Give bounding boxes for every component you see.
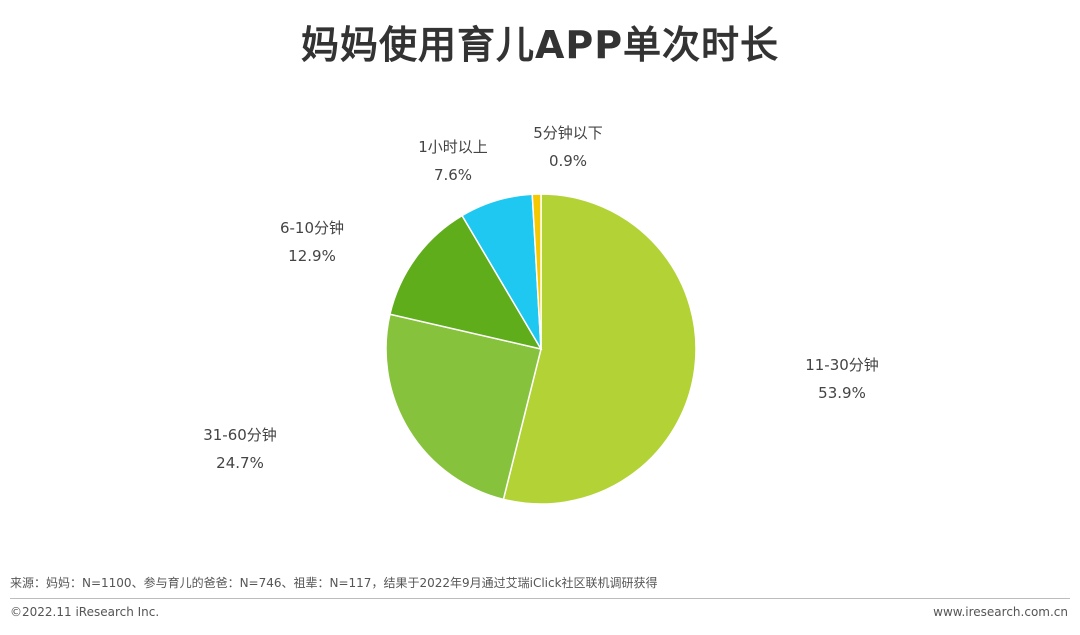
pie-slice (389, 214, 543, 351)
slice-category-label: 5分钟以下 (533, 124, 603, 142)
slice-value-label: 24.7% (216, 454, 264, 472)
copyright-text: ©2022.11 iResearch Inc. (10, 605, 160, 619)
website-link[interactable]: www.iresearch.com.cn (933, 605, 1068, 619)
slice-value-label: 53.9% (818, 384, 866, 402)
slice-category-label: 31-60分钟 (203, 426, 277, 444)
slice-category-label: 1小时以上 (418, 138, 488, 156)
pie-slice (385, 313, 542, 501)
source-note: 来源：妈妈：N=1100、参与育儿的爸爸：N=746、祖辈：N=117，结果于2… (10, 576, 658, 590)
slice-value-label: 12.9% (288, 247, 336, 265)
pie-slice (531, 193, 542, 350)
slice-value-label: 0.9% (549, 152, 587, 170)
slice-category-label: 6-10分钟 (280, 219, 344, 237)
slice-category-label: 11-30分钟 (805, 356, 879, 374)
pie-slice (502, 193, 697, 505)
footer-divider (10, 598, 1070, 599)
slice-value-label: 7.6% (434, 166, 472, 184)
chart-title: 妈妈使用育儿APP单次时长 (300, 23, 780, 67)
